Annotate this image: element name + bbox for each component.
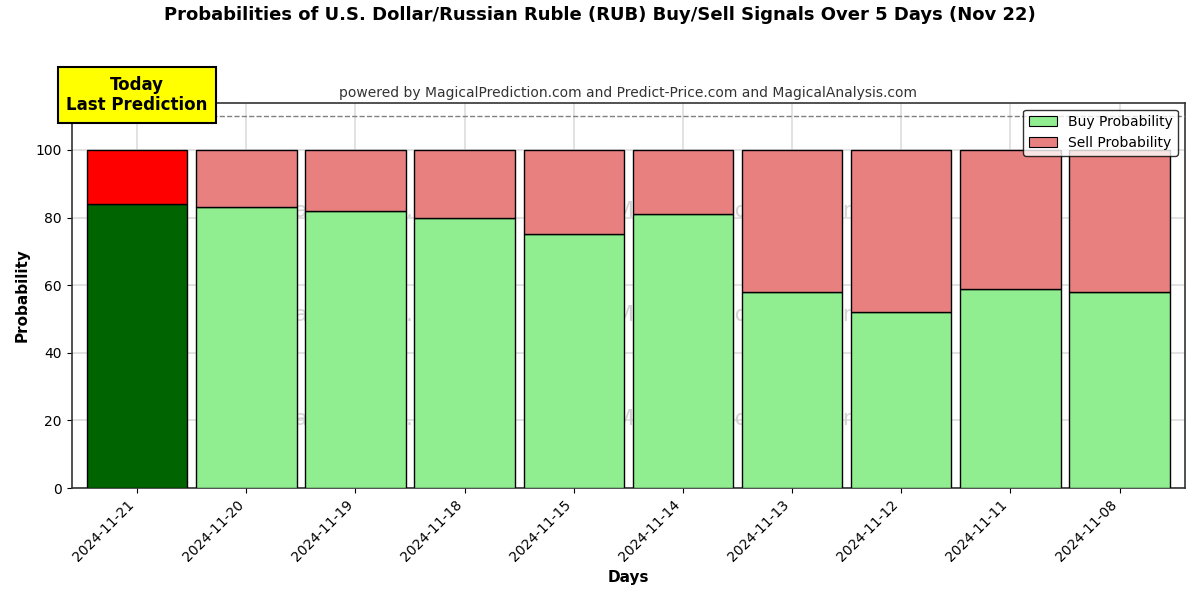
X-axis label: Days: Days bbox=[607, 570, 649, 585]
Legend: Buy Probability, Sell Probability: Buy Probability, Sell Probability bbox=[1024, 110, 1178, 155]
Bar bbox=[305, 150, 406, 211]
Bar bbox=[86, 204, 187, 488]
Bar bbox=[414, 218, 515, 488]
Text: MagicalPrediction.com: MagicalPrediction.com bbox=[614, 305, 865, 325]
Bar bbox=[960, 150, 1061, 289]
Bar bbox=[1069, 292, 1170, 488]
Bar bbox=[86, 150, 187, 204]
Bar bbox=[1069, 150, 1170, 292]
Y-axis label: Probability: Probability bbox=[16, 248, 30, 342]
Bar bbox=[632, 214, 733, 488]
Bar bbox=[196, 150, 296, 208]
Text: calAnalysis.com: calAnalysis.com bbox=[283, 305, 462, 325]
Bar bbox=[851, 150, 952, 312]
Bar bbox=[742, 150, 842, 292]
Bar bbox=[305, 211, 406, 488]
Bar bbox=[196, 208, 296, 488]
Text: Probabilities of U.S. Dollar/Russian Ruble (RUB) Buy/Sell Signals Over 5 Days (N: Probabilities of U.S. Dollar/Russian Rub… bbox=[164, 6, 1036, 24]
Bar bbox=[632, 150, 733, 214]
Text: MagicalPrediction.com: MagicalPrediction.com bbox=[614, 409, 865, 428]
Title: powered by MagicalPrediction.com and Predict-Price.com and MagicalAnalysis.com: powered by MagicalPrediction.com and Pre… bbox=[340, 86, 917, 100]
Text: Today
Last Prediction: Today Last Prediction bbox=[66, 76, 208, 115]
Bar bbox=[414, 150, 515, 218]
Text: MagicalPrediction.com: MagicalPrediction.com bbox=[614, 200, 865, 221]
Bar bbox=[523, 235, 624, 488]
Text: calAnalysis.com: calAnalysis.com bbox=[283, 409, 462, 428]
Bar bbox=[960, 289, 1061, 488]
Text: calAnalysis.com: calAnalysis.com bbox=[283, 200, 462, 221]
Bar bbox=[742, 292, 842, 488]
Bar bbox=[523, 150, 624, 235]
Bar bbox=[851, 312, 952, 488]
